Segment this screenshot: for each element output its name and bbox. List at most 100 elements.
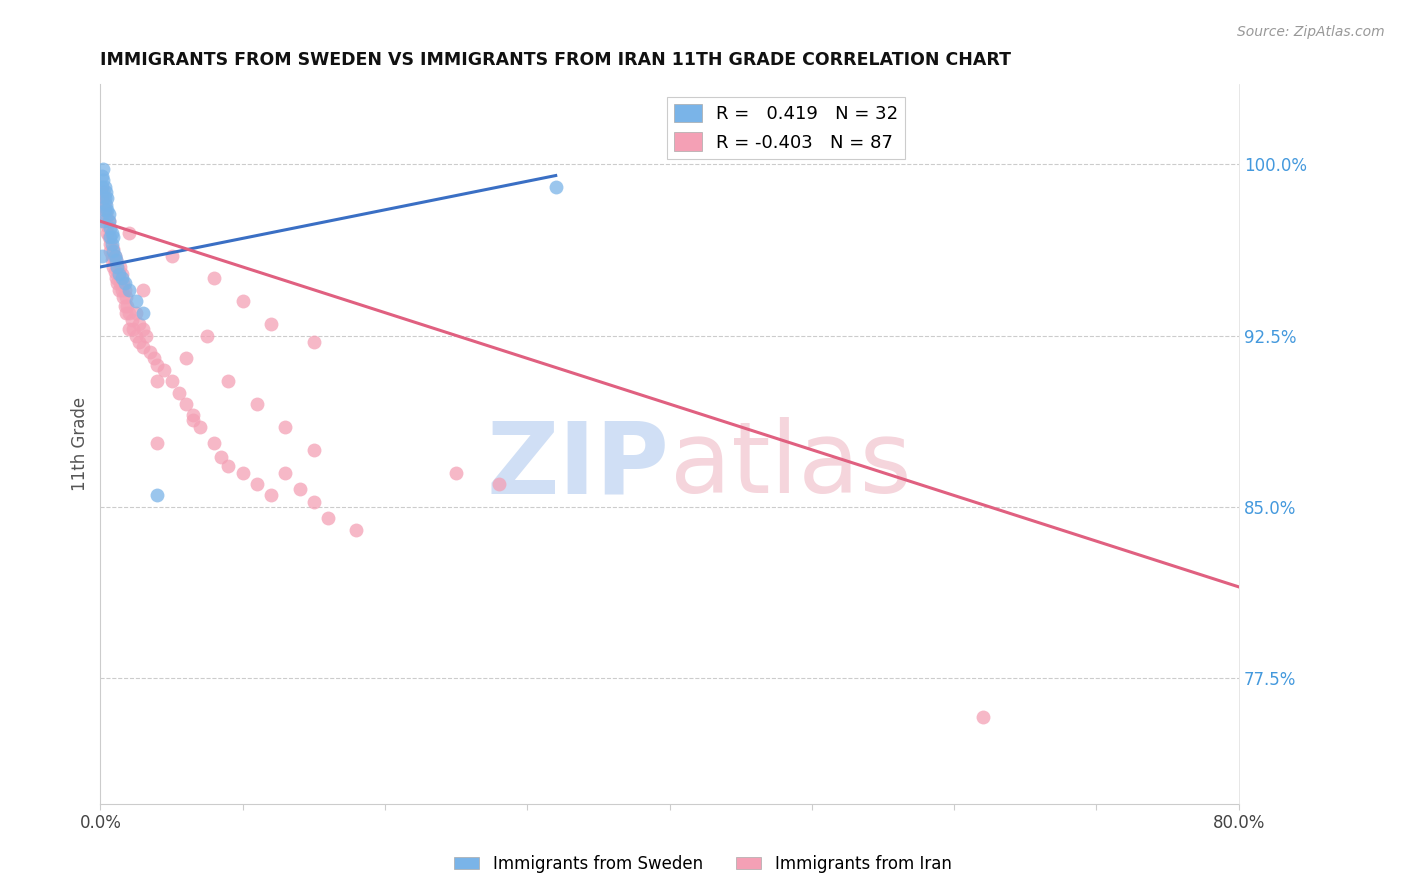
- Point: [115, 290, 138, 304]
- Point: [91, 191, 114, 205]
- Point: [108, 267, 131, 281]
- Point: [167, 385, 190, 400]
- Point: [101, 244, 124, 258]
- Point: [217, 458, 239, 473]
- Point: [125, 328, 148, 343]
- Point: [94, 207, 117, 221]
- Point: [97, 207, 120, 221]
- Point: [139, 344, 162, 359]
- Point: [160, 374, 183, 388]
- Point: [132, 283, 155, 297]
- Point: [93, 180, 115, 194]
- Point: [202, 436, 225, 450]
- Point: [246, 477, 269, 491]
- Point: [114, 276, 136, 290]
- Point: [128, 335, 150, 350]
- Point: [122, 321, 145, 335]
- Point: [90, 180, 112, 194]
- Point: [153, 363, 176, 377]
- Point: [93, 202, 115, 217]
- Point: [91, 161, 114, 176]
- Point: [100, 226, 122, 240]
- Point: [195, 328, 218, 343]
- Point: [91, 185, 114, 199]
- Point: [100, 248, 122, 262]
- Point: [111, 283, 134, 297]
- Point: [118, 283, 141, 297]
- Point: [105, 271, 128, 285]
- Y-axis label: 11th Grade: 11th Grade: [72, 397, 89, 491]
- Point: [90, 169, 112, 183]
- Point: [146, 488, 169, 502]
- Point: [125, 306, 148, 320]
- Point: [98, 244, 121, 258]
- Point: [316, 511, 339, 525]
- Point: [96, 226, 118, 240]
- Point: [110, 276, 132, 290]
- Point: [90, 248, 112, 262]
- Point: [94, 214, 117, 228]
- Point: [94, 198, 117, 212]
- Point: [91, 173, 114, 187]
- Point: [125, 294, 148, 309]
- Point: [110, 260, 132, 274]
- Point: [98, 230, 121, 244]
- Point: [128, 317, 150, 331]
- Point: [135, 328, 157, 343]
- Point: [444, 466, 467, 480]
- Point: [260, 488, 283, 502]
- Point: [972, 710, 994, 724]
- Point: [97, 214, 120, 228]
- Point: [118, 306, 141, 320]
- Point: [96, 191, 118, 205]
- Point: [232, 466, 254, 480]
- Point: [132, 306, 155, 320]
- Point: [260, 317, 283, 331]
- Point: [111, 271, 134, 285]
- Point: [114, 283, 136, 297]
- Point: [103, 248, 125, 262]
- Point: [118, 321, 141, 335]
- Point: [544, 180, 567, 194]
- Point: [112, 290, 135, 304]
- Point: [94, 185, 117, 199]
- Text: IMMIGRANTS FROM SWEDEN VS IMMIGRANTS FROM IRAN 11TH GRADE CORRELATION CHART: IMMIGRANTS FROM SWEDEN VS IMMIGRANTS FRO…: [100, 51, 1011, 69]
- Point: [132, 321, 155, 335]
- Point: [107, 260, 129, 274]
- Point: [103, 264, 125, 278]
- Point: [146, 436, 169, 450]
- Point: [96, 219, 118, 233]
- Legend: R =   0.419   N = 32, R = -0.403   N = 87: R = 0.419 N = 32, R = -0.403 N = 87: [668, 96, 905, 159]
- Point: [100, 253, 122, 268]
- Point: [100, 237, 122, 252]
- Point: [105, 253, 128, 268]
- Text: Source: ZipAtlas.com: Source: ZipAtlas.com: [1237, 25, 1385, 39]
- Point: [98, 221, 121, 235]
- Point: [121, 312, 143, 326]
- Point: [202, 271, 225, 285]
- Point: [181, 409, 204, 423]
- Point: [101, 230, 124, 244]
- Point: [97, 230, 120, 244]
- Point: [103, 248, 125, 262]
- Point: [101, 242, 124, 256]
- Point: [181, 413, 204, 427]
- Point: [143, 351, 166, 366]
- Point: [93, 191, 115, 205]
- Point: [346, 523, 368, 537]
- Point: [188, 420, 211, 434]
- Point: [115, 306, 138, 320]
- Point: [90, 180, 112, 194]
- Point: [274, 466, 297, 480]
- Text: atlas: atlas: [669, 417, 911, 514]
- Point: [107, 260, 129, 274]
- Point: [108, 283, 131, 297]
- Point: [302, 495, 325, 509]
- Point: [97, 214, 120, 228]
- Text: ZIP: ZIP: [486, 417, 669, 514]
- Point: [114, 299, 136, 313]
- Point: [96, 202, 118, 217]
- Point: [93, 196, 115, 211]
- Point: [274, 420, 297, 434]
- Point: [246, 397, 269, 411]
